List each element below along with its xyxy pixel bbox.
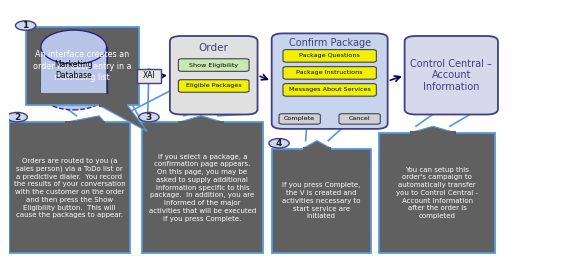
Text: Marketing
Database: Marketing Database — [55, 60, 93, 80]
Text: 3: 3 — [146, 113, 152, 122]
FancyBboxPatch shape — [272, 33, 388, 129]
Polygon shape — [411, 126, 455, 133]
Text: Eligible Packages: Eligible Packages — [186, 83, 241, 88]
Bar — [303, 147, 331, 150]
Bar — [41, 47, 106, 93]
Text: Order: Order — [199, 43, 229, 53]
Polygon shape — [65, 116, 105, 122]
FancyBboxPatch shape — [283, 84, 376, 96]
FancyBboxPatch shape — [283, 50, 376, 62]
Circle shape — [7, 112, 28, 122]
Text: Control Central –
Account
Information: Control Central – Account Information — [411, 59, 492, 92]
FancyBboxPatch shape — [379, 133, 495, 253]
Text: Confirm Package: Confirm Package — [289, 38, 371, 48]
Circle shape — [139, 112, 159, 122]
FancyBboxPatch shape — [26, 27, 139, 105]
Polygon shape — [303, 141, 331, 149]
Bar — [178, 120, 224, 124]
Text: If you select a package, a
confirmation page appears.
On this page, you may be
a: If you select a package, a confirmation … — [149, 154, 256, 222]
FancyBboxPatch shape — [178, 80, 249, 92]
Text: You can setup this
order's campaign to
automatically transfer
you to Control Cen: You can setup this order's campaign to a… — [396, 167, 478, 219]
Text: An interface creates an
order for each entry in a
marketing list: An interface creates an order for each e… — [33, 50, 132, 82]
FancyBboxPatch shape — [137, 69, 161, 83]
FancyBboxPatch shape — [9, 122, 131, 253]
FancyBboxPatch shape — [339, 114, 380, 124]
Text: If you press Complete,
the V is created and
activities necessary to
start servic: If you press Complete, the V is created … — [282, 182, 361, 219]
Text: Complete: Complete — [284, 117, 315, 122]
Bar — [99, 104, 128, 107]
Bar — [411, 131, 455, 134]
Text: 1: 1 — [22, 21, 29, 30]
Bar — [65, 120, 105, 124]
Text: Show Eligibility: Show Eligibility — [189, 63, 238, 68]
Text: XAI: XAI — [143, 72, 155, 80]
Ellipse shape — [41, 76, 106, 110]
Text: Cancel: Cancel — [349, 117, 370, 122]
Circle shape — [16, 21, 36, 30]
Polygon shape — [178, 116, 224, 122]
FancyBboxPatch shape — [283, 67, 376, 79]
Text: Package Instructions: Package Instructions — [296, 70, 363, 75]
FancyBboxPatch shape — [178, 59, 249, 71]
Text: 2: 2 — [14, 113, 20, 122]
Text: Package Questions: Package Questions — [299, 53, 360, 58]
Text: 4: 4 — [276, 139, 282, 148]
Polygon shape — [99, 105, 147, 132]
FancyBboxPatch shape — [272, 149, 371, 253]
Circle shape — [269, 139, 289, 148]
FancyBboxPatch shape — [141, 122, 263, 253]
FancyBboxPatch shape — [279, 114, 320, 124]
Text: Orders are routed to you (a
sales person) via a ToDo list or
a predictive dialer: Orders are routed to you (a sales person… — [14, 157, 125, 218]
FancyBboxPatch shape — [170, 36, 258, 114]
Ellipse shape — [41, 30, 106, 64]
Bar — [41, 47, 106, 93]
FancyBboxPatch shape — [405, 36, 498, 114]
Text: Messages About Services: Messages About Services — [289, 87, 371, 92]
